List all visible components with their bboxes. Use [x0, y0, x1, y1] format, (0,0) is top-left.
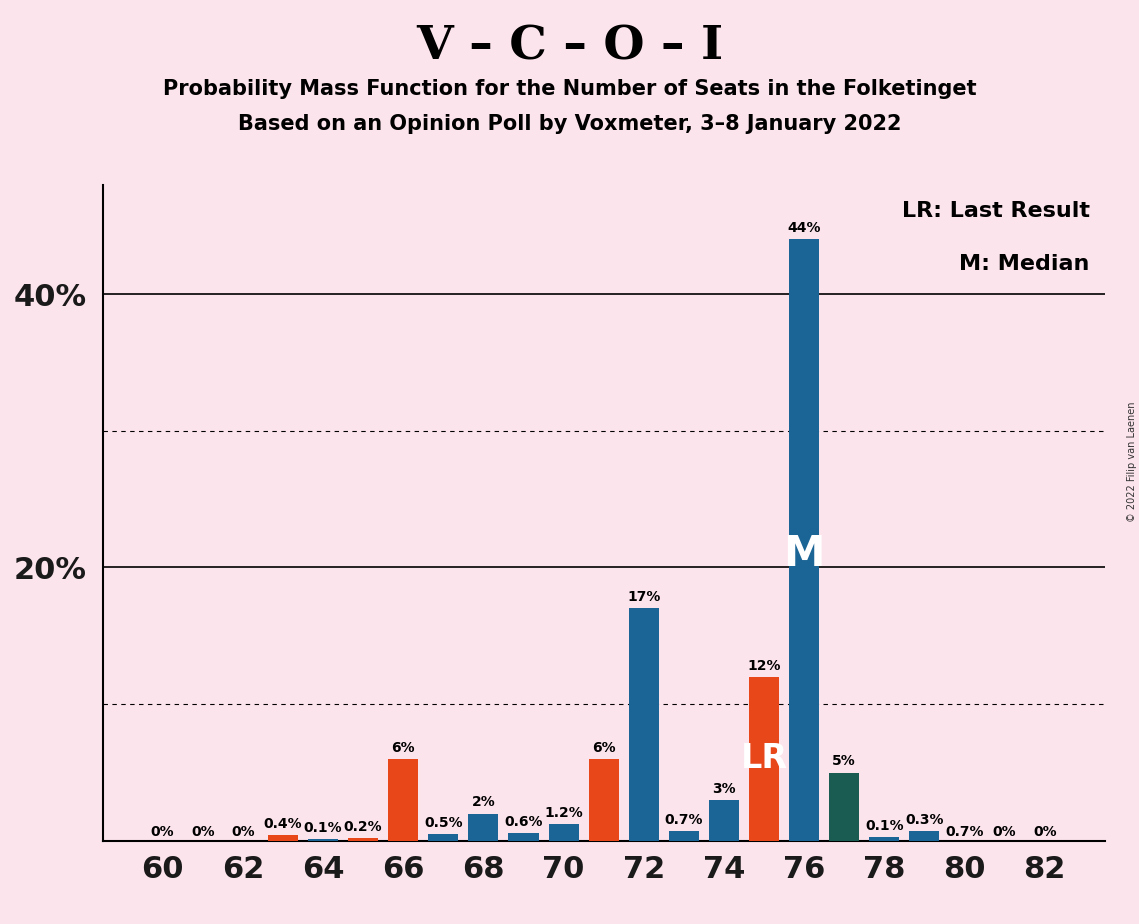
- Text: M: M: [784, 533, 825, 575]
- Text: LR: Last Result: LR: Last Result: [902, 201, 1090, 221]
- Bar: [909, 832, 940, 841]
- Bar: [589, 759, 618, 841]
- Bar: [349, 838, 378, 841]
- Text: 5%: 5%: [833, 754, 857, 769]
- Text: 0%: 0%: [191, 825, 214, 839]
- Text: Probability Mass Function for the Number of Seats in the Folketinget: Probability Mass Function for the Number…: [163, 79, 976, 99]
- Bar: [749, 676, 779, 841]
- Text: M: Median: M: Median: [959, 254, 1090, 274]
- Text: 0.3%: 0.3%: [906, 813, 944, 827]
- Bar: [549, 824, 579, 841]
- Bar: [508, 833, 539, 841]
- Bar: [829, 772, 859, 841]
- Text: V – C – O – I: V – C – O – I: [416, 23, 723, 69]
- Bar: [789, 239, 819, 841]
- Text: 0.2%: 0.2%: [344, 820, 383, 834]
- Text: 0%: 0%: [150, 825, 174, 839]
- Text: 0%: 0%: [1033, 825, 1057, 839]
- Text: 6%: 6%: [592, 741, 615, 755]
- Text: 0%: 0%: [231, 825, 255, 839]
- Text: 44%: 44%: [787, 222, 821, 236]
- Text: LR: LR: [740, 742, 787, 775]
- Bar: [629, 609, 658, 841]
- Text: 3%: 3%: [712, 782, 736, 796]
- Bar: [708, 800, 739, 841]
- Bar: [468, 813, 499, 841]
- Bar: [268, 835, 298, 841]
- Text: 0.1%: 0.1%: [304, 821, 343, 835]
- Bar: [869, 837, 900, 841]
- Text: 12%: 12%: [747, 659, 781, 673]
- Text: 2%: 2%: [472, 796, 495, 809]
- Text: 0.6%: 0.6%: [505, 815, 543, 829]
- Text: 6%: 6%: [392, 741, 415, 755]
- Bar: [669, 832, 699, 841]
- Text: Based on an Opinion Poll by Voxmeter, 3–8 January 2022: Based on an Opinion Poll by Voxmeter, 3–…: [238, 114, 901, 134]
- Text: 0%: 0%: [993, 825, 1016, 839]
- Text: 17%: 17%: [628, 590, 661, 604]
- Text: 0.1%: 0.1%: [865, 819, 903, 833]
- Text: 1.2%: 1.2%: [544, 807, 583, 821]
- Bar: [708, 832, 739, 841]
- Text: 0.7%: 0.7%: [664, 813, 703, 827]
- Bar: [869, 840, 900, 841]
- Bar: [428, 834, 458, 841]
- Text: 0.4%: 0.4%: [263, 817, 302, 832]
- Text: © 2022 Filip van Laenen: © 2022 Filip van Laenen: [1126, 402, 1137, 522]
- Bar: [308, 840, 338, 841]
- Text: 0.7%: 0.7%: [945, 825, 984, 839]
- Text: 0.5%: 0.5%: [424, 816, 462, 830]
- Bar: [388, 759, 418, 841]
